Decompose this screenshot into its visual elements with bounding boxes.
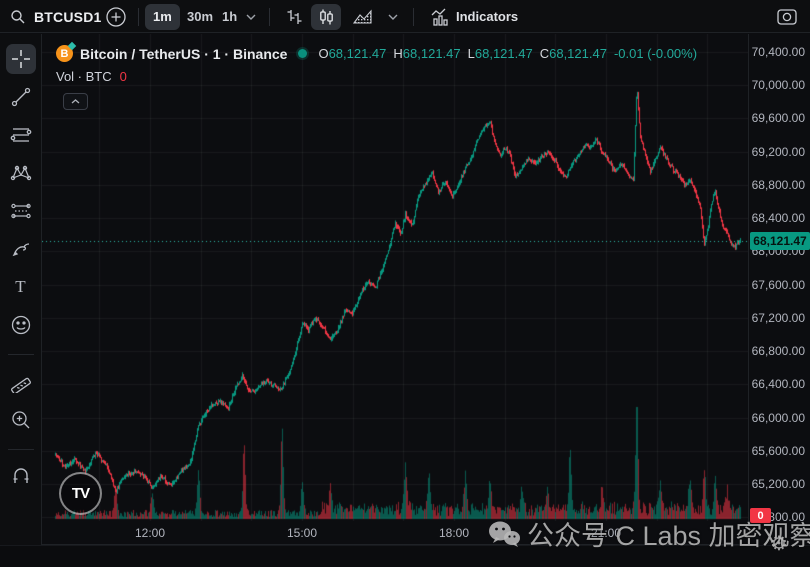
area-style-button[interactable] bbox=[348, 4, 378, 30]
sidebar-divider bbox=[7, 449, 34, 450]
volume-legend-row: Vol · BTC 0 bbox=[56, 69, 127, 84]
price-axis-label: 69,200.00 bbox=[751, 144, 805, 159]
bars-style-icon bbox=[284, 7, 304, 27]
price-axis-label: 66,800.00 bbox=[751, 344, 805, 359]
price-axis-label: 70,400.00 bbox=[751, 44, 805, 59]
chart-pane[interactable]: B Bitcoin / TetherUS · 1 · Binance O68,1… bbox=[42, 34, 748, 521]
candles-style-icon bbox=[316, 7, 336, 27]
price-axis-label: 68,800.00 bbox=[751, 177, 805, 192]
low-label: L bbox=[467, 46, 475, 61]
ruler-icon bbox=[10, 371, 32, 393]
change-value: -0.01 (-0.00%) bbox=[613, 46, 698, 61]
close-label: C bbox=[539, 46, 550, 61]
magnet-icon bbox=[10, 466, 32, 488]
bars-style-button[interactable] bbox=[279, 4, 309, 30]
current-price-tag: 68,121.47 bbox=[750, 232, 810, 251]
timeframe-1h-button[interactable]: 1h bbox=[214, 4, 245, 30]
tool-text[interactable]: T bbox=[6, 272, 36, 302]
volume-value: 0 bbox=[119, 69, 127, 84]
tool-emoji[interactable] bbox=[6, 310, 36, 340]
candlestick-chart-canvas[interactable] bbox=[42, 34, 748, 521]
time-axis-label: 15:00 bbox=[286, 526, 318, 540]
brush-icon bbox=[10, 238, 32, 260]
tool-brush[interactable] bbox=[6, 234, 36, 264]
camera-icon bbox=[776, 7, 798, 27]
time-axis-label: 18:00 bbox=[439, 526, 470, 540]
market-status-dot bbox=[298, 49, 308, 58]
open-label: O bbox=[318, 46, 329, 61]
low-value: 68,121.47 bbox=[474, 46, 533, 61]
symbol-search-button[interactable]: BTCUSD1 bbox=[10, 0, 102, 33]
emoji-icon bbox=[10, 314, 32, 336]
time-axis[interactable]: 12:00 15:00 18:00 21:00 bbox=[42, 521, 748, 545]
price-axis-label: 68,400.00 bbox=[751, 211, 805, 225]
timeframe-30m-button[interactable]: 30m bbox=[179, 4, 221, 30]
price-axis-label: 65,600.00 bbox=[751, 443, 805, 458]
time-axis-label: 21:00 bbox=[591, 526, 622, 540]
trend-line-icon bbox=[10, 86, 32, 108]
indicators-label: Indicators bbox=[456, 9, 519, 24]
tool-crosshair[interactable] bbox=[5, 44, 36, 74]
timeframe-1m-button[interactable]: 1m bbox=[145, 3, 180, 30]
chart-legend: B Bitcoin / TetherUS · 1 · Binance O68,1… bbox=[56, 41, 697, 62]
fib-retracement-icon bbox=[10, 124, 32, 146]
toolbar-divider bbox=[269, 7, 270, 26]
sidebar-divider bbox=[7, 354, 34, 355]
tool-ruler[interactable] bbox=[6, 367, 36, 397]
high-label: H bbox=[393, 46, 403, 61]
candles-style-button[interactable] bbox=[311, 3, 341, 30]
tool-magnet[interactable] bbox=[6, 462, 36, 492]
ohlc-values: O68,121.47 H68,121.47 L68,121.47 C68,121.47… bbox=[318, 46, 697, 61]
text-tool-icon: T bbox=[15, 277, 26, 296]
price-axis-label: 70,000.00 bbox=[751, 78, 805, 92]
volume-label: Vol · BTC bbox=[56, 69, 112, 84]
indicators-button[interactable]: Indicators bbox=[424, 4, 524, 30]
chevron-up-icon bbox=[71, 99, 80, 104]
price-axis[interactable]: 70,400.00 70,000.00 69,600.00 69,200.00 68,8… bbox=[748, 34, 810, 524]
close-value: 68,121.47 bbox=[549, 46, 607, 61]
tool-xabcd-pattern[interactable] bbox=[6, 158, 36, 188]
xabcd-pattern-icon bbox=[10, 162, 32, 184]
search-icon bbox=[10, 9, 26, 25]
toolbar-divider bbox=[138, 7, 139, 26]
symbol-name: BTCUSD1 bbox=[34, 8, 102, 25]
collapse-legend-button[interactable] bbox=[63, 93, 88, 110]
time-axis-label: 12:00 bbox=[134, 526, 166, 540]
indicators-icon bbox=[430, 7, 450, 27]
crosshair-icon bbox=[10, 48, 32, 70]
symbol-title[interactable]: Bitcoin / TetherUS · 1 · Binance bbox=[80, 45, 288, 62]
drawing-toolbar: T bbox=[0, 34, 42, 545]
add-symbol-button[interactable] bbox=[101, 4, 131, 30]
top-toolbar: BTCUSD1 1m 30m 1h bbox=[0, 0, 810, 33]
style-menu-button[interactable] bbox=[382, 4, 404, 30]
bottom-strip bbox=[0, 545, 810, 567]
tool-projection[interactable] bbox=[6, 196, 36, 226]
price-axis-label: 66,000.00 bbox=[751, 410, 805, 425]
price-axis-label: 67,200.00 bbox=[751, 310, 805, 325]
add-circle-icon bbox=[105, 6, 127, 28]
high-value: 68,121.47 bbox=[402, 46, 461, 61]
price-axis-label: 66,400.00 bbox=[751, 377, 805, 392]
tool-fib-retracement[interactable] bbox=[6, 120, 36, 150]
chevron-down-icon bbox=[246, 14, 256, 20]
price-axis-label: 69,600.00 bbox=[751, 111, 805, 126]
tool-trend-line[interactable] bbox=[6, 82, 36, 112]
price-axis-label: 67,600.00 bbox=[751, 277, 805, 292]
screenshot-button[interactable] bbox=[772, 4, 802, 30]
zoom-in-icon bbox=[10, 409, 32, 431]
tool-zoom-in[interactable] bbox=[6, 405, 36, 435]
bitcoin-logo-icon: B bbox=[56, 41, 77, 62]
volume-zero-tag: 0 bbox=[750, 508, 771, 523]
tradingview-logo[interactable]: TV bbox=[59, 472, 102, 515]
price-axis-label: 65,200.00 bbox=[751, 477, 805, 492]
chevron-down-icon bbox=[388, 14, 398, 20]
toolbar-divider bbox=[413, 7, 414, 26]
area-style-icon bbox=[352, 7, 374, 27]
projection-icon bbox=[10, 200, 32, 222]
open-value: 68,121.47 bbox=[328, 46, 387, 61]
axis-corner bbox=[748, 521, 810, 545]
timeframe-menu-button[interactable] bbox=[240, 4, 262, 30]
tv-logo-text: TV bbox=[71, 485, 90, 502]
